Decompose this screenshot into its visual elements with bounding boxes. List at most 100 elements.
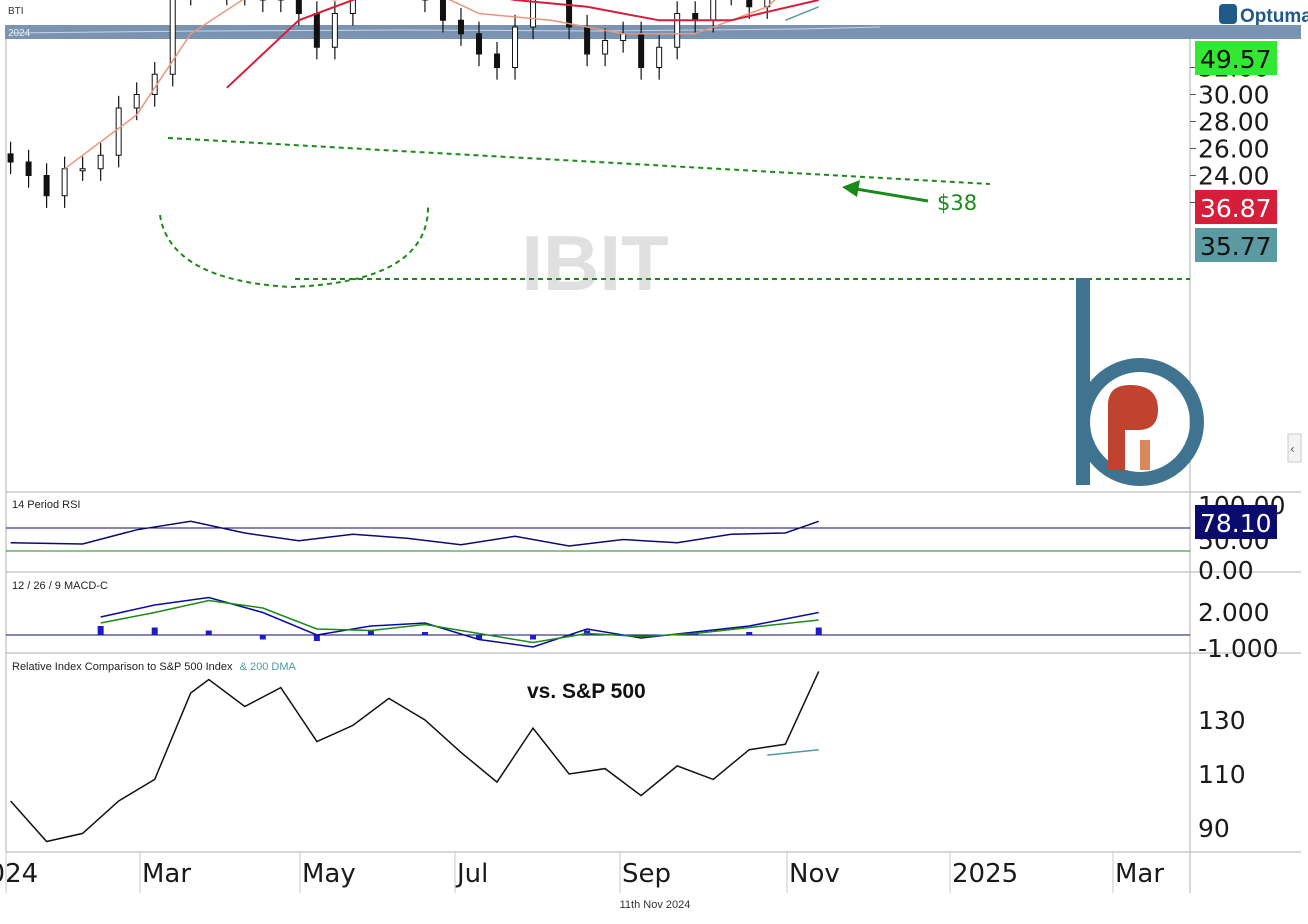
tag-ma-red: 36.87: [1195, 190, 1277, 224]
candle-body: [692, 13, 699, 21]
relative-axis: 90 110 130: [1198, 706, 1246, 843]
macd-hist-bar: [367, 630, 374, 635]
price-tick-label: 24.00: [1198, 162, 1270, 191]
resistance-trendline: [167, 137, 991, 185]
macd-axis-2: 2.000: [1198, 598, 1270, 627]
rsi-title: 14 Period RSI: [12, 499, 80, 511]
tag-rsi-box: [1195, 505, 1277, 539]
candle-body: [638, 33, 645, 68]
watermark-text: IBIT: [521, 219, 668, 307]
footer-date: 11th Nov 2024: [620, 899, 691, 911]
candle-body: [331, 13, 338, 48]
relative-tick-label: 110: [1198, 760, 1246, 789]
candle-body: [295, 0, 302, 14]
rsi-lines: [10, 520, 819, 547]
candle-body: [97, 154, 104, 170]
candle-body: [115, 107, 122, 156]
x-tick-label: 2024: [0, 859, 38, 889]
candle-body: [349, 0, 356, 14]
brand-logo-bowl: [1076, 358, 1204, 486]
x-tick-label: Sep: [622, 859, 671, 889]
x-tick-label: Nov: [789, 859, 840, 889]
tag-last-price-box: [1195, 41, 1277, 75]
ma-line: [64, 0, 776, 170]
candle-body: [133, 94, 140, 109]
macd-hist-bar: [476, 635, 482, 640]
candle-body: [746, 0, 753, 8]
macd-hist-bar: [746, 632, 753, 635]
price-tick-label: 28.00: [1198, 108, 1270, 137]
candle-body: [313, 13, 320, 48]
candle-body: [43, 175, 50, 197]
macd-title: 12 / 26 / 9 MACD-C: [12, 580, 108, 592]
macd-hist-bar: [205, 630, 212, 635]
trend-lines: [159, 137, 1190, 289]
x-tick-label: Jul: [455, 859, 488, 889]
macd-hist-bar: [97, 626, 104, 635]
relative-tick-label: 90: [1198, 814, 1230, 843]
candle-body: [620, 33, 627, 41]
annotation-38: $38: [937, 191, 977, 215]
price-tick-label: 26.00: [1198, 135, 1270, 164]
tag-ma-teal-box: [1195, 228, 1277, 262]
macd-hist-bar: [151, 627, 158, 635]
rounding-bottom-arc: [159, 204, 430, 289]
optuma-logo-text: Optuma: [1240, 6, 1308, 27]
candle-body: [476, 33, 482, 55]
navigator-bar[interactable]: [5, 25, 1301, 39]
macd-line: [100, 596, 819, 648]
relative-title-main: Relative Index Comparison to S&P 500 Ind…: [12, 661, 233, 673]
macd-hist-bar: [421, 632, 428, 635]
candle-body: [457, 19, 464, 35]
candle-body: [25, 161, 32, 176]
relative-dma-line: [767, 748, 819, 756]
relative-annotation: vs. S&P 500: [527, 680, 646, 703]
macd-lines: [100, 596, 819, 648]
tag-ma-red-box: [1195, 190, 1277, 224]
macd-line: [100, 599, 819, 644]
macd-hist-bar: [815, 627, 822, 635]
optuma-logo: Optuma: [1219, 4, 1308, 27]
x-tick-label: 2025: [952, 859, 1018, 889]
macd-axis-neg1: -1.000: [1198, 634, 1279, 663]
annotation-arrowhead: [842, 180, 860, 197]
relative-title-suffix: & 200 DMA: [240, 661, 297, 673]
relative-tick-label: 130: [1198, 706, 1246, 735]
candle-body: [674, 13, 681, 48]
panel-collapse-handle[interactable]: ‹: [1287, 433, 1302, 463]
candle-body: [169, 0, 176, 75]
moving-averages: [64, 0, 819, 170]
tag-rsi-value: 78.10: [1200, 509, 1272, 538]
candle-body: [656, 46, 663, 68]
candle-body: [530, 0, 537, 28]
ma-line: [226, 0, 819, 89]
annotation-arrow-line: [855, 187, 929, 203]
relative-line: [10, 671, 820, 843]
symbol-label: BTI: [8, 6, 24, 17]
relative-title: Relative Index Comparison to S&P 500 Ind…: [12, 661, 297, 673]
rsi-line: [10, 520, 819, 547]
candle-body: [79, 168, 86, 172]
candle-body: [512, 26, 519, 68]
brand-logo-p-red: [1108, 385, 1158, 470]
macd-hist-bar: [530, 635, 537, 640]
candle-body: [7, 153, 14, 163]
navigator-year: 2024: [8, 28, 31, 39]
x-tick-label: Mar: [142, 859, 191, 889]
brand-logo: [1076, 278, 1204, 486]
relative-lines: [10, 671, 820, 843]
tag-ma-red-value: 36.87: [1200, 194, 1272, 223]
navigator-series: [9, 26, 881, 34]
price-tick-label: 30.00: [1198, 81, 1270, 110]
candle-body: [494, 53, 501, 68]
ma-line: [785, 6, 819, 21]
candle-body: [710, 0, 717, 21]
tag-ma-teal-value: 35.77: [1200, 232, 1272, 261]
tag-rsi: 78.10: [1195, 505, 1277, 539]
candle-body: [61, 168, 68, 197]
price-candles: [7, 0, 771, 208]
chevron-left-icon: ‹: [1290, 442, 1295, 456]
tag-last-price-value: 49.57: [1200, 45, 1272, 74]
candle-body: [566, 0, 573, 28]
